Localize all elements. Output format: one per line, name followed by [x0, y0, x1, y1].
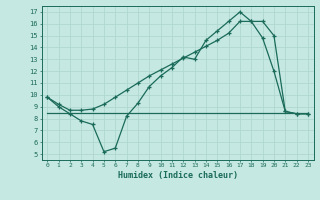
X-axis label: Humidex (Indice chaleur): Humidex (Indice chaleur) — [118, 171, 237, 180]
